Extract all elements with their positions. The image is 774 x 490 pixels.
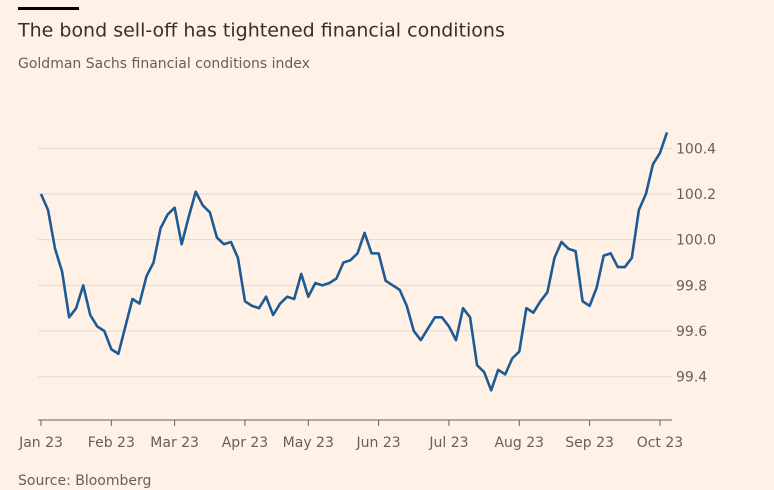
x-tick-label: Sep 23 [565, 435, 614, 451]
x-tick-label: Jun 23 [356, 435, 401, 451]
y-tick-label: 99.6 [676, 324, 707, 340]
chart-title: The bond sell-off has tightened financia… [17, 20, 505, 42]
x-tick-label: May 23 [283, 435, 334, 451]
chart-subtitle: Goldman Sachs financial conditions index [18, 56, 310, 72]
x-tick-label: Aug 23 [494, 435, 544, 451]
y-tick-label: 99.8 [676, 278, 707, 294]
source: Source: Bloomberg [18, 473, 151, 489]
x-tick-label: Apr 23 [222, 435, 268, 451]
y-tick-label: 100.2 [676, 187, 716, 203]
x-tick-label: Feb 23 [88, 435, 135, 451]
y-tick-label: 100.4 [676, 141, 716, 157]
y-tick-label: 100.0 [676, 233, 716, 249]
line-series [39, 131, 669, 392]
x-tick-label: Oct 23 [637, 435, 683, 451]
y-tick-label: 99.4 [676, 370, 707, 386]
x-tick-label: Mar 23 [150, 435, 199, 451]
x-tick-label: Jan 23 [18, 435, 63, 451]
brand-bar [18, 7, 79, 10]
x-tick-label: Jul 23 [428, 435, 468, 451]
